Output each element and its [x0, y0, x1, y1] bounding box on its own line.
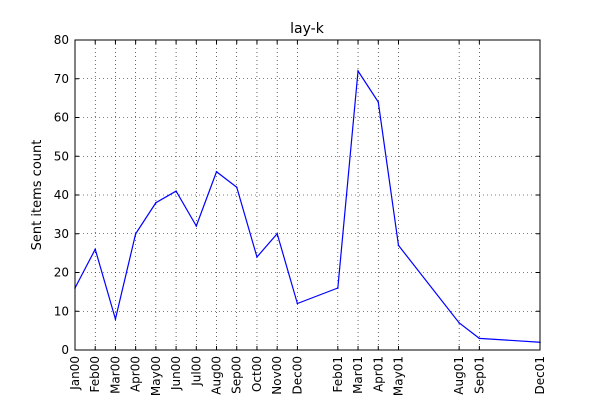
x-tick-label: Oct00 [250, 356, 264, 392]
data-point [478, 337, 481, 340]
x-tick-label: Jan00 [68, 356, 82, 391]
data-point [235, 186, 238, 189]
data-point [276, 232, 278, 235]
data-point [296, 302, 299, 305]
x-tick-label: Dec00 [290, 356, 304, 395]
x-tick-label: Feb01 [331, 356, 345, 393]
y-tick-label: 60 [54, 111, 69, 125]
y-ticks: 0 10 20 30 40 50 60 70 80 [54, 33, 540, 357]
x-tick-label: May00 [149, 356, 163, 396]
x-tick-label: Jun00 [169, 356, 183, 391]
y-tick-label: 40 [54, 188, 69, 202]
x-tick-label: Feb00 [88, 356, 102, 393]
x-tick-label: Aug01 [452, 356, 466, 395]
x-tick-label: Mar01 [351, 356, 365, 394]
x-tick-label: May01 [391, 356, 405, 396]
data-point [134, 232, 137, 235]
data-point [114, 318, 117, 320]
x-tick-label: Mar00 [108, 356, 122, 394]
data-point [155, 201, 157, 204]
grid [75, 40, 540, 350]
chart-title: lay-k [290, 21, 325, 37]
x-tick-label: Nov00 [270, 356, 284, 395]
y-axis-label: Sent items count [30, 140, 45, 251]
x-tick-label: Dec01 [533, 356, 547, 395]
data-point [397, 244, 400, 247]
data-point [195, 225, 198, 227]
y-tick-label: 0 [61, 343, 69, 357]
x-tick-label: Apr01 [371, 356, 385, 392]
y-tick-label: 30 [54, 227, 69, 241]
y-tick-label: 70 [54, 72, 69, 86]
x-tick-label: Sep01 [472, 356, 486, 394]
x-ticks: Jan00 Feb00 Mar00 Apr00 May00 Jun00 Jul00 Aug00… [68, 40, 547, 396]
y-tick-label: 80 [54, 33, 69, 47]
y-tick-label: 10 [54, 304, 69, 318]
data-point [175, 190, 177, 192]
plot-frame [74, 39, 541, 351]
data-point [458, 322, 460, 324]
data-point [357, 70, 359, 72]
data-point [215, 170, 218, 173]
series-area [74, 69, 541, 344]
x-tick-label: Aug00 [210, 356, 224, 395]
series-line [74, 69, 541, 343]
x-tick-label: Sep00 [230, 356, 244, 394]
y-tick-label: 50 [54, 149, 69, 163]
x-tick-label: Apr00 [129, 356, 143, 392]
data-point [94, 248, 97, 251]
data-point [337, 287, 339, 289]
data-point [256, 256, 258, 258]
y-tick-label: 20 [54, 266, 69, 280]
data-point [377, 101, 380, 103]
x-tick-label: Jul00 [189, 356, 203, 387]
